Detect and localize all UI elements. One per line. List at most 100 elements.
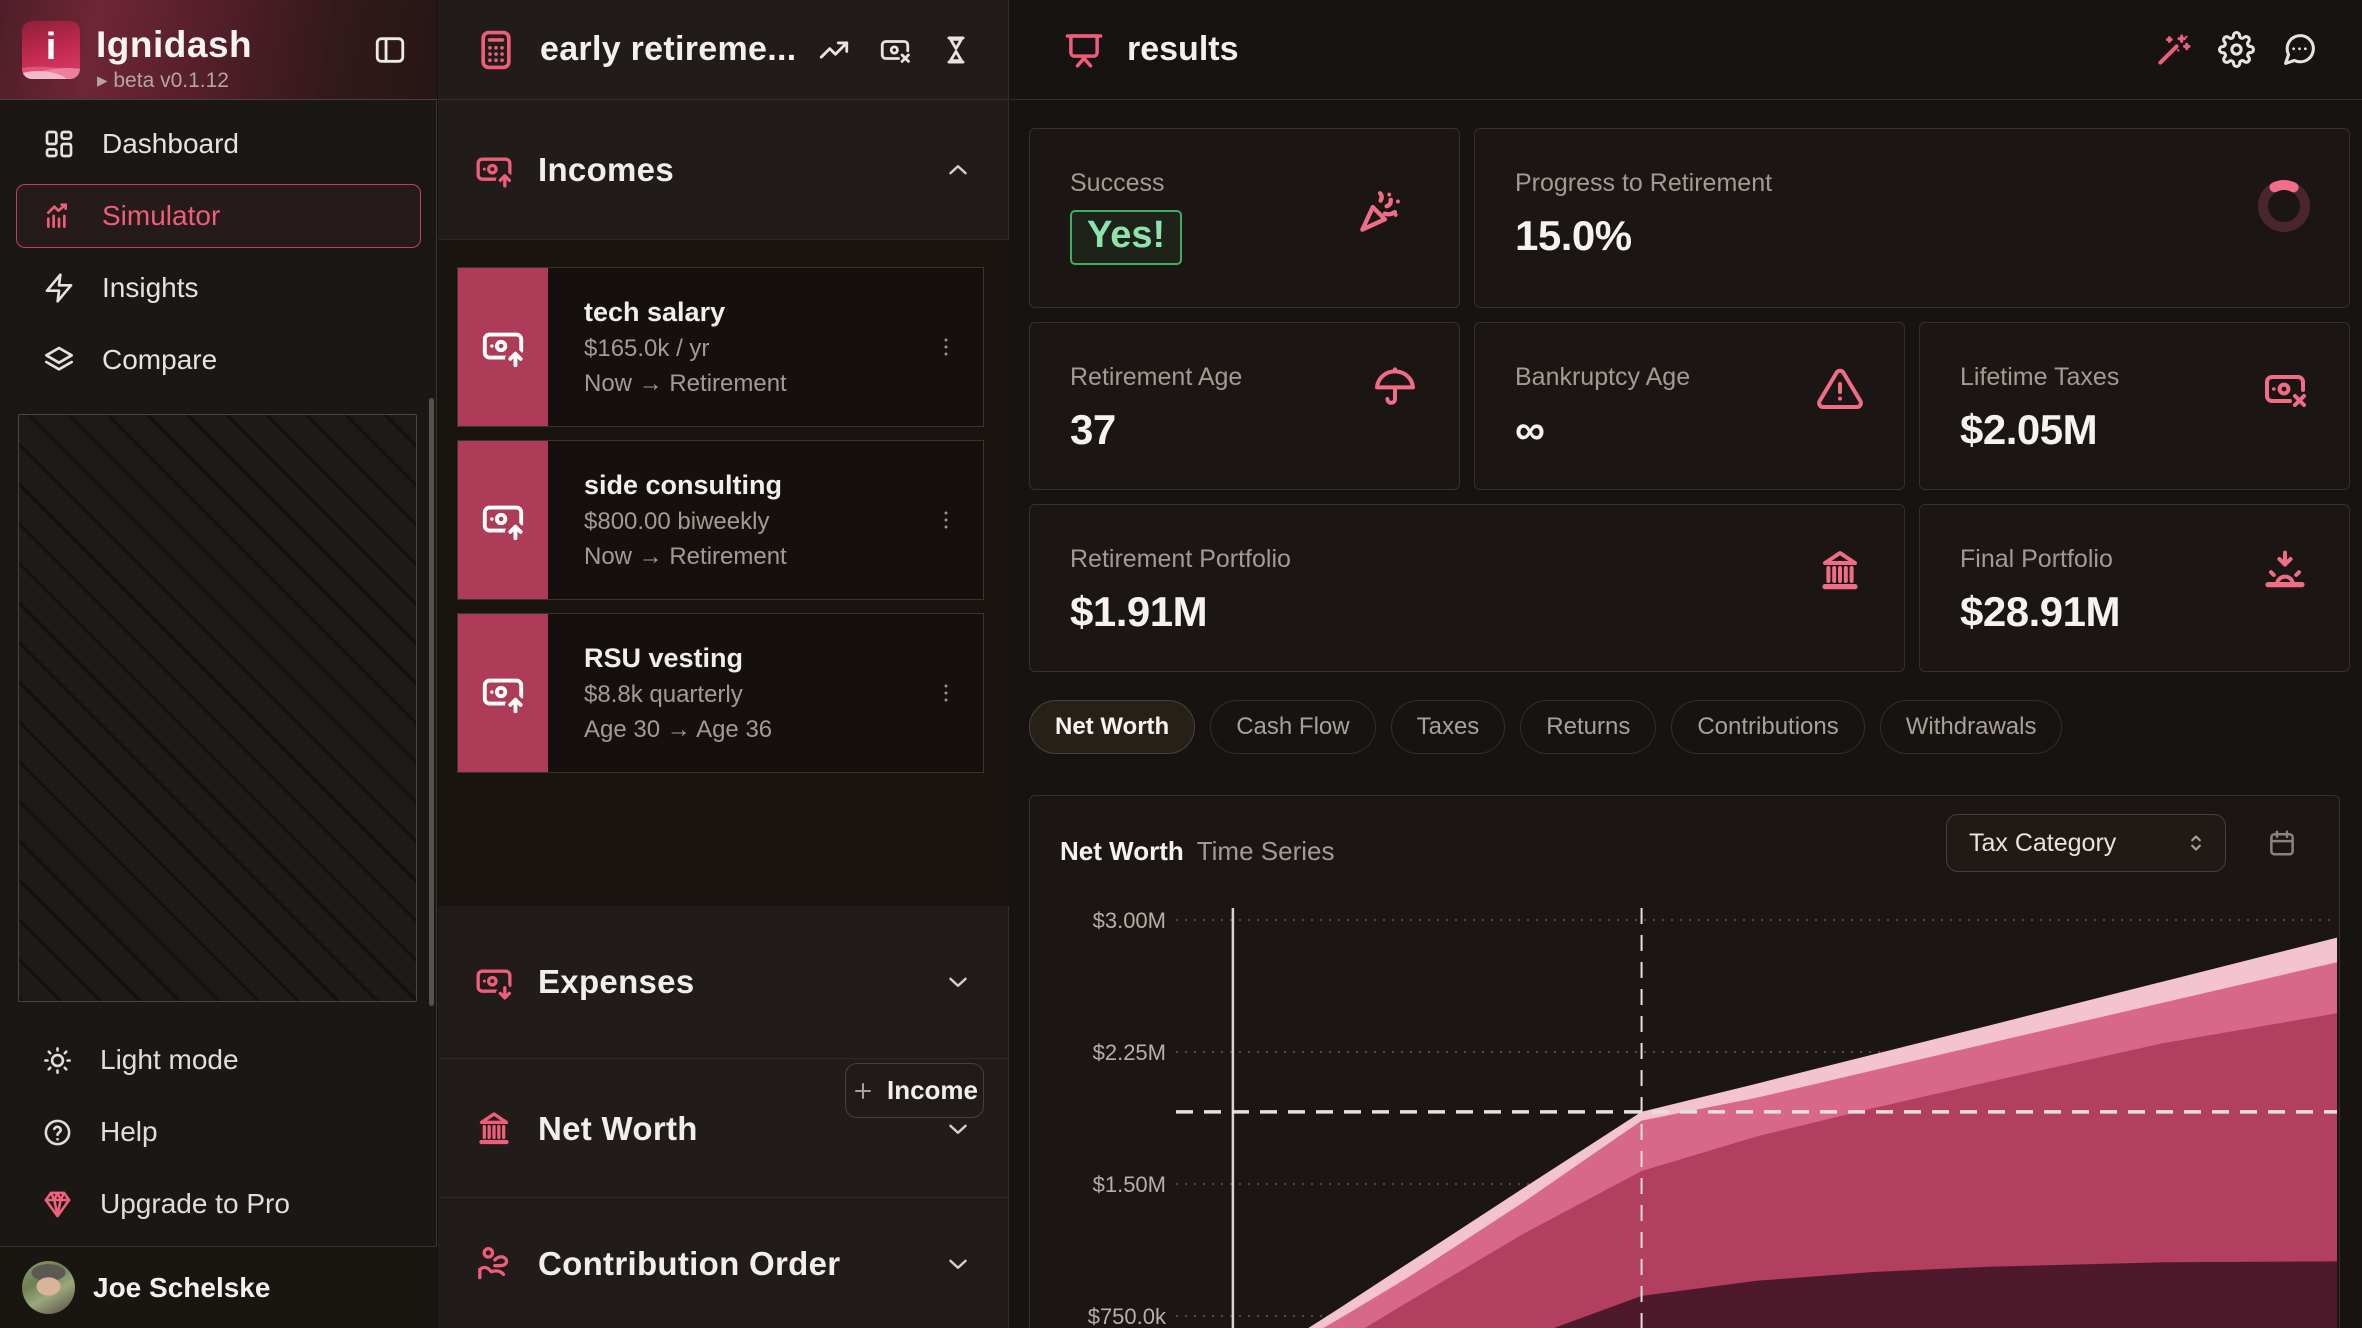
stats-grid: Success Yes! Progress to Retirement 15.0… xyxy=(1029,128,2350,672)
tab-net-worth[interactable]: Net Worth xyxy=(1029,700,1196,754)
income-card-tech-salary[interactable]: tech salary $165.0k / yr Now → Retiremen… xyxy=(457,267,984,427)
select-carets-icon xyxy=(2183,830,2209,856)
sidebar-nav: Dashboard Simulator Insights Compare xyxy=(16,112,421,400)
kebab-menu-icon[interactable] xyxy=(933,334,959,360)
umbrella-icon xyxy=(1371,365,1419,413)
income-range: Now → Retirement xyxy=(584,542,787,570)
chevron-up-icon[interactable] xyxy=(943,155,973,185)
expense-icon xyxy=(474,962,514,1002)
magic-wand-icon[interactable] xyxy=(2155,31,2192,68)
plan-title: early retireme... xyxy=(540,30,797,68)
chevron-down-icon[interactable] xyxy=(943,1249,973,1279)
section-title: Expenses xyxy=(538,963,695,1000)
sidebar-item-label: Simulator xyxy=(102,200,221,231)
stat-value: $2.05M xyxy=(1960,406,2098,453)
income-card-rsu-vesting[interactable]: RSU vesting $8.8k quarterly Age 30 → Age… xyxy=(457,613,984,773)
kebab-menu-icon[interactable] xyxy=(933,507,959,533)
success-badge: Yes! xyxy=(1070,210,1183,265)
stat-label: Bankruptcy Age xyxy=(1515,363,1691,391)
income-range: Age 30 → Age 36 xyxy=(584,715,773,743)
help-circle-icon xyxy=(42,1117,73,1148)
section-incomes-header[interactable]: Incomes xyxy=(438,100,1009,240)
gem-icon xyxy=(42,1189,73,1220)
kebab-menu-icon[interactable] xyxy=(933,680,959,706)
tab-cash-flow[interactable]: Cash Flow xyxy=(1210,700,1376,754)
money-x-icon xyxy=(2261,365,2309,413)
section-networth-header[interactable]: Net Worth xyxy=(438,1060,1009,1198)
sidebar-collapse-icon[interactable] xyxy=(373,33,407,67)
sidebar: i Ignidash ▸ beta v0.1.12 Dashboard Simu… xyxy=(0,0,437,1328)
user-name: Joe Schelske xyxy=(93,1271,271,1303)
chart-title-sub: Time Series xyxy=(1196,836,1335,866)
results-header-actions xyxy=(2155,31,2318,68)
dashboard-grid-icon xyxy=(43,128,75,160)
income-card-accent xyxy=(458,614,548,772)
stat-card-retirement-age: Retirement Age 37 xyxy=(1029,322,1460,490)
sunset-icon xyxy=(2261,547,2309,595)
hand-coins-icon xyxy=(474,1244,514,1284)
stat-card-success: Success Yes! xyxy=(1029,128,1460,308)
bank-icon xyxy=(1816,547,1864,595)
plan-header: early retireme... xyxy=(438,0,1009,100)
calendar-icon[interactable] xyxy=(2267,828,2297,858)
stat-value: 15.0% xyxy=(1515,212,1632,259)
zap-icon xyxy=(43,272,75,304)
sidebar-item-simulator[interactable]: Simulator xyxy=(16,184,421,248)
sidebar-scrollbar[interactable] xyxy=(429,398,434,1006)
trend-up-icon[interactable] xyxy=(817,33,851,67)
stat-card-progress: Progress to Retirement 15.0% xyxy=(1474,128,2350,308)
hourglass-icon[interactable] xyxy=(939,33,973,67)
tab-returns[interactable]: Returns xyxy=(1520,700,1657,754)
income-icon xyxy=(474,150,514,190)
util-item-label: Upgrade to Pro xyxy=(100,1188,290,1219)
tab-withdrawals[interactable]: Withdrawals xyxy=(1879,700,2063,754)
income-range: Now → Retirement xyxy=(584,369,787,397)
app-logo: i xyxy=(22,21,80,79)
tab-contributions[interactable]: Contributions xyxy=(1671,700,1865,754)
progress-ring xyxy=(2258,180,2310,232)
tab-taxes[interactable]: Taxes xyxy=(1390,700,1506,754)
light-mode-toggle[interactable]: Light mode xyxy=(16,1028,421,1092)
bank-icon xyxy=(474,1109,514,1149)
income-card-side-consulting[interactable]: side consulting $800.00 biweekly Now → R… xyxy=(457,440,984,600)
chevron-down-icon[interactable] xyxy=(943,967,973,997)
plan-panel: early retireme... Incomes xyxy=(438,0,1009,1328)
sidebar-item-label: Compare xyxy=(102,344,218,375)
svg-text:$2.25M: $2.25M xyxy=(1093,1040,1166,1065)
sidebar-item-insights[interactable]: Insights xyxy=(16,256,421,320)
help-button[interactable]: Help xyxy=(16,1100,421,1164)
banknote-up-icon xyxy=(480,324,526,370)
sidebar-item-compare[interactable]: Compare xyxy=(16,328,421,392)
sidebar-item-dashboard[interactable]: Dashboard xyxy=(16,112,421,176)
stat-value: ∞ xyxy=(1515,406,1545,453)
networth-chart-card: $3.00M $2.25M $1.50M $750.0k Net Worth Time… xyxy=(1029,795,2340,1328)
stat-value: 37 xyxy=(1070,406,1116,453)
select-value: Tax Category xyxy=(1969,828,2117,857)
calculator-icon xyxy=(474,28,518,72)
banknote-up-icon xyxy=(480,497,526,543)
progress-ring-arc xyxy=(2258,180,2310,232)
sidebar-item-label: Dashboard xyxy=(102,128,239,159)
results-tabs: Net Worth Cash Flow Taxes Returns Contri… xyxy=(1029,700,2063,754)
money-x-icon[interactable] xyxy=(878,33,912,67)
tax-category-select[interactable]: Tax Category xyxy=(1946,814,2226,872)
stat-label: Retirement Portfolio xyxy=(1070,545,1291,573)
sidebar-item-label: Insights xyxy=(102,272,199,303)
stat-value: $1.91M xyxy=(1070,588,1208,635)
chevron-down-icon[interactable] xyxy=(943,1114,973,1144)
svg-text:$1.50M: $1.50M xyxy=(1093,1172,1166,1197)
stat-label: Final Portfolio xyxy=(1960,545,2113,573)
add-income-button[interactable]: Income xyxy=(845,1063,984,1118)
chat-icon[interactable] xyxy=(2281,31,2318,68)
plus-icon xyxy=(851,1079,875,1103)
svg-text:$3.00M: $3.00M xyxy=(1093,908,1166,933)
section-expenses-header[interactable]: Expenses xyxy=(438,906,1009,1059)
gear-icon[interactable] xyxy=(2218,31,2255,68)
section-title: Incomes xyxy=(538,150,674,188)
income-cards-zone: tech salary $165.0k / yr Now → Retiremen… xyxy=(438,240,1009,1118)
section-title: Contribution Order xyxy=(538,1244,841,1282)
upgrade-pro-button[interactable]: Upgrade to Pro xyxy=(16,1172,421,1236)
section-contribution-order-header[interactable]: Contribution Order xyxy=(438,1199,1009,1328)
util-item-label: Help xyxy=(100,1116,158,1147)
user-menu[interactable]: Joe Schelske xyxy=(0,1246,437,1328)
